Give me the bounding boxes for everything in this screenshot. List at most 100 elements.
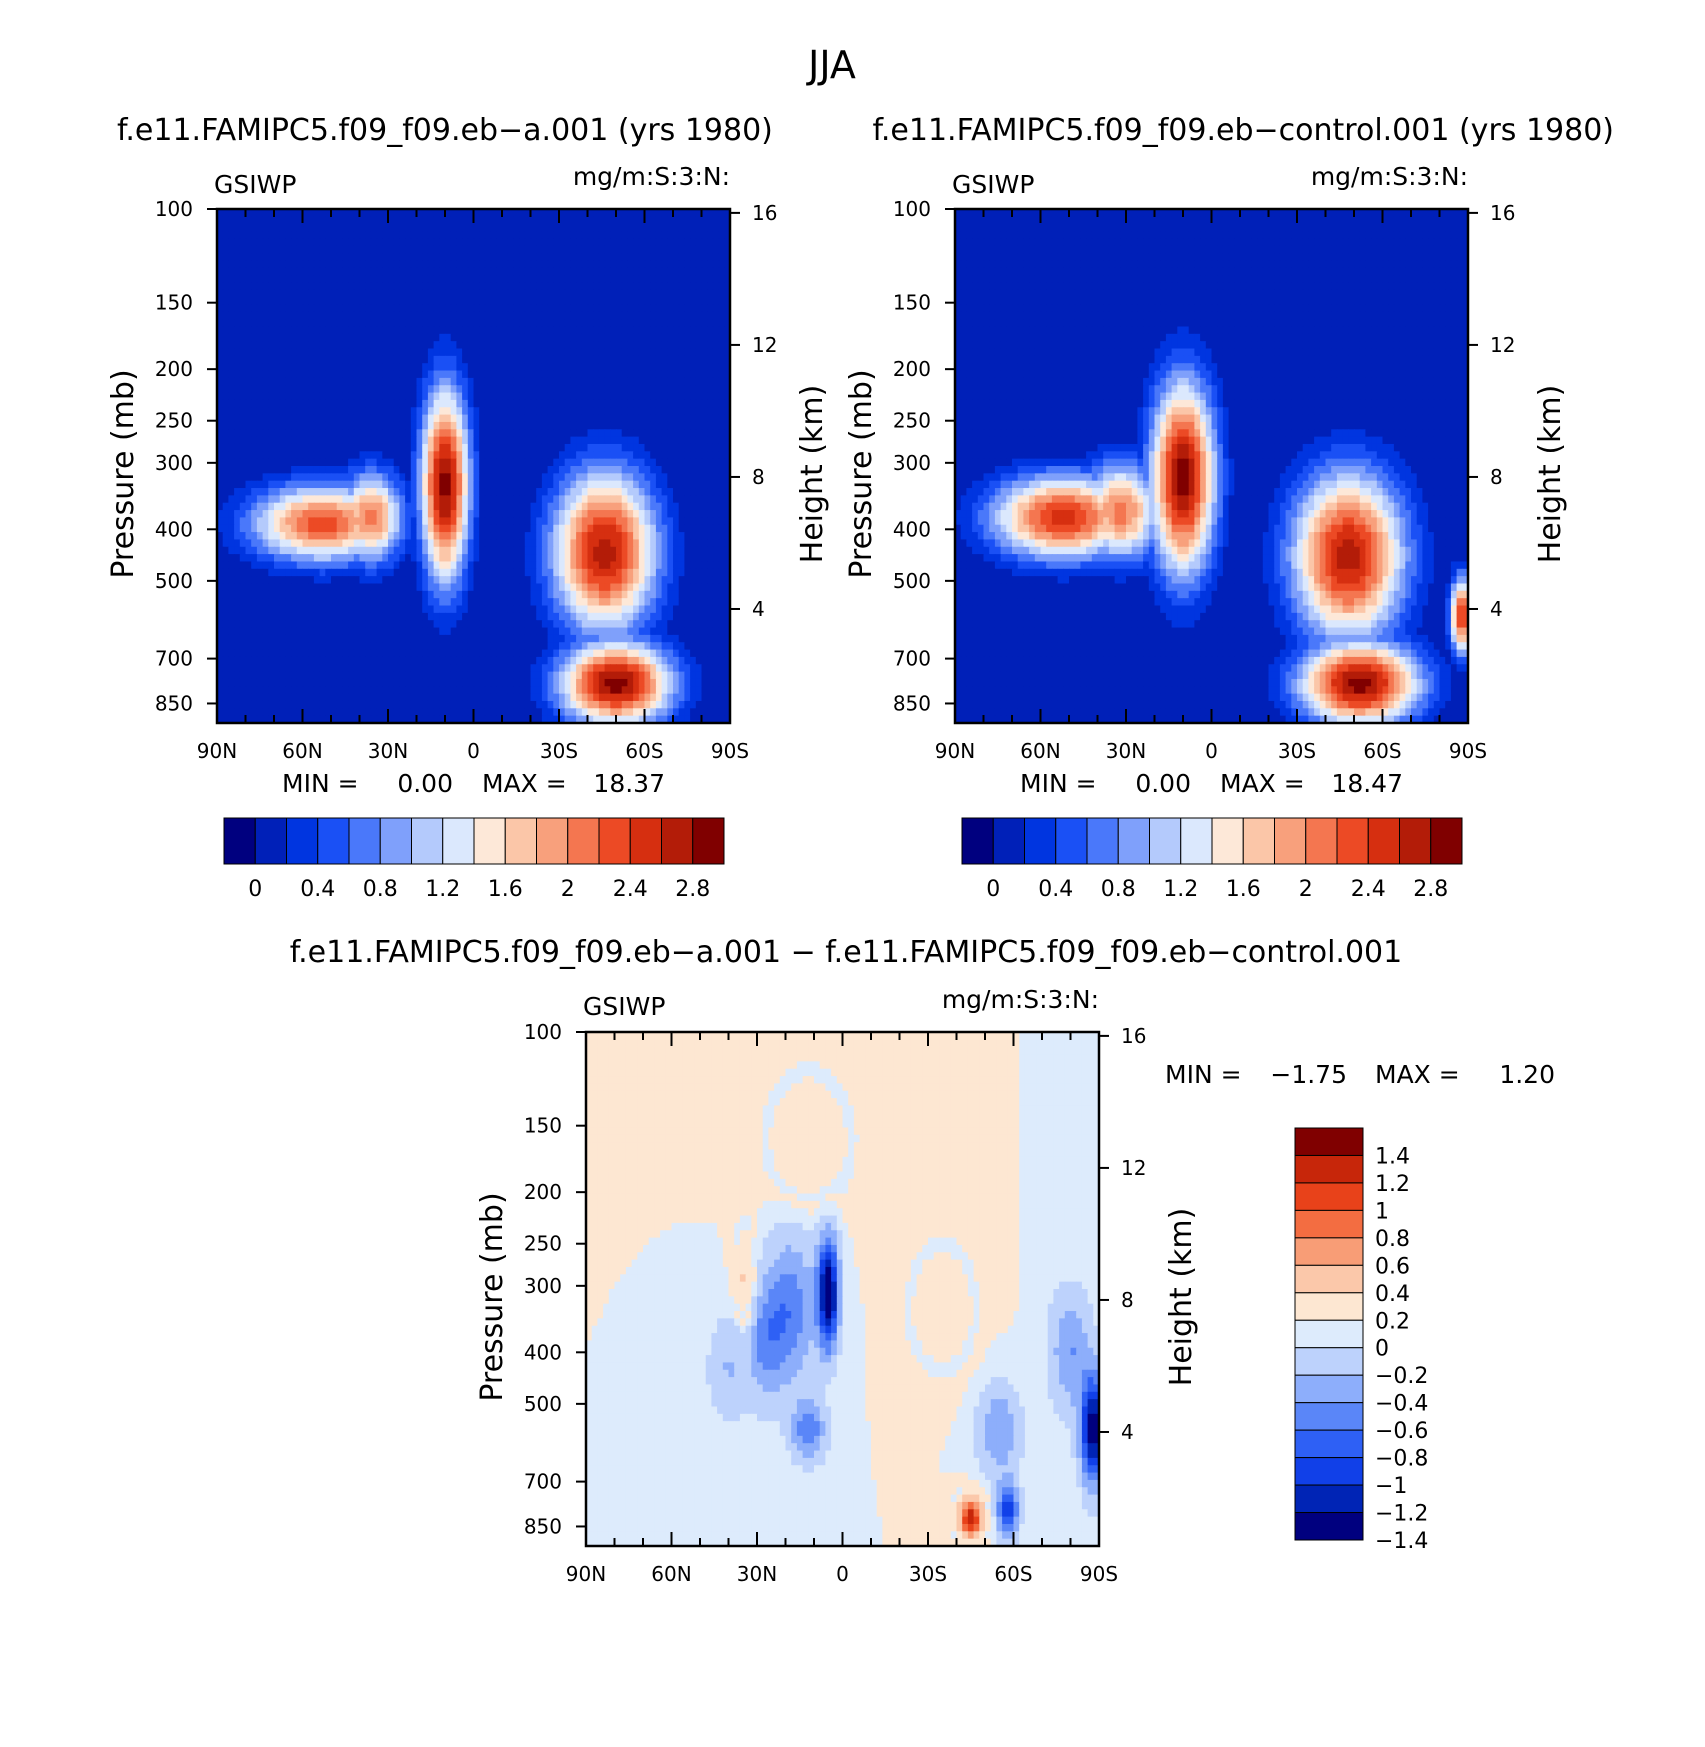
contour-cell xyxy=(599,547,605,555)
contour-cell xyxy=(491,393,497,401)
contour-cell xyxy=(234,539,240,547)
contour-cell xyxy=(627,525,633,533)
contour-cell xyxy=(565,547,571,555)
contour-cell xyxy=(627,473,633,481)
contour-cell xyxy=(645,282,651,290)
contour-cell xyxy=(702,561,708,569)
contour-cell xyxy=(667,547,673,555)
contour-cell xyxy=(645,363,651,371)
contour-cell xyxy=(548,591,554,599)
contour-cell xyxy=(462,481,468,489)
contour-cell xyxy=(616,349,622,357)
contour-cell xyxy=(485,224,491,232)
contour-cell xyxy=(582,495,588,503)
contour-cell xyxy=(456,371,462,379)
contour-cell xyxy=(354,444,360,452)
contour-cell xyxy=(553,224,559,232)
contour-cell xyxy=(285,312,291,320)
contour-cell xyxy=(662,260,668,268)
contour-cell xyxy=(565,385,571,393)
contour-cell xyxy=(285,275,291,283)
contour-cell xyxy=(257,525,263,533)
contour-cell xyxy=(228,216,234,224)
contour-cell xyxy=(690,326,696,334)
contour-cell xyxy=(320,459,326,467)
contour-cell xyxy=(354,246,360,254)
contour-cell xyxy=(428,349,434,357)
contour-cell xyxy=(348,268,354,276)
contour-cell xyxy=(679,385,685,393)
contour-cell xyxy=(297,290,303,298)
contour-cell xyxy=(582,466,588,474)
contour-cell xyxy=(479,510,485,518)
contour-cell xyxy=(650,481,656,489)
contour-cell xyxy=(451,400,457,408)
contour-cell xyxy=(616,385,622,393)
contour-cell xyxy=(645,231,651,239)
contour-cell xyxy=(559,297,565,305)
contour-cell xyxy=(348,312,354,320)
contour-cell xyxy=(542,216,548,224)
contour-cell xyxy=(508,488,514,496)
contour-cell xyxy=(434,356,440,364)
contour-cell xyxy=(303,598,309,606)
contour-cell xyxy=(582,371,588,379)
contour-cell xyxy=(314,591,320,599)
contour-cell xyxy=(633,598,639,606)
contour-cell xyxy=(719,260,725,268)
contour-cell xyxy=(645,224,651,232)
contour-cell xyxy=(451,437,457,445)
contour-cell xyxy=(325,547,331,555)
contour-cell xyxy=(360,224,366,232)
contour-cell xyxy=(468,561,474,569)
contour-cell xyxy=(633,341,639,349)
contour-cell xyxy=(411,363,417,371)
contour-cell xyxy=(599,481,605,489)
contour-cell xyxy=(667,238,673,246)
contour-cell xyxy=(280,371,286,379)
contour-cell xyxy=(616,224,622,232)
contour-cell xyxy=(268,532,274,540)
contour-cell xyxy=(588,422,594,430)
contour-cell xyxy=(502,591,508,599)
contour-cell xyxy=(508,312,514,320)
contour-cell xyxy=(411,415,417,423)
contour-cell xyxy=(485,495,491,503)
contour-cell xyxy=(342,532,348,540)
contour-cell xyxy=(228,231,234,239)
contour-cell xyxy=(627,554,633,562)
contour-cell xyxy=(633,407,639,415)
contour-cell xyxy=(246,275,252,283)
contour-cell xyxy=(548,371,554,379)
contour-cell xyxy=(496,429,502,437)
contour-cell xyxy=(479,517,485,525)
contour-cell xyxy=(360,415,366,423)
contour-cell xyxy=(342,437,348,445)
contour-cell xyxy=(553,371,559,379)
contour-cell xyxy=(439,224,445,232)
contour-cell xyxy=(684,525,690,533)
contour-cell xyxy=(702,224,708,232)
contour-cell xyxy=(673,591,679,599)
contour-cell xyxy=(588,451,594,459)
contour-cell xyxy=(468,275,474,283)
contour-cell xyxy=(285,495,291,503)
contour-cell xyxy=(525,495,531,503)
contour-cell xyxy=(491,326,497,334)
contour-cell xyxy=(263,415,269,423)
contour-cell xyxy=(365,268,371,276)
contour-cell xyxy=(320,407,326,415)
contour-cell xyxy=(394,591,400,599)
contour-cell xyxy=(627,216,633,224)
contour-cell xyxy=(371,253,377,261)
contour-cell xyxy=(525,415,531,423)
contour-cell xyxy=(673,356,679,364)
contour-cell xyxy=(702,415,708,423)
contour-cell xyxy=(616,606,622,614)
contour-cell xyxy=(280,444,286,452)
contour-cell xyxy=(428,517,434,525)
contour-cell xyxy=(285,246,291,254)
contour-cell xyxy=(662,326,668,334)
contour-cell xyxy=(246,400,252,408)
contour-cell xyxy=(308,488,314,496)
